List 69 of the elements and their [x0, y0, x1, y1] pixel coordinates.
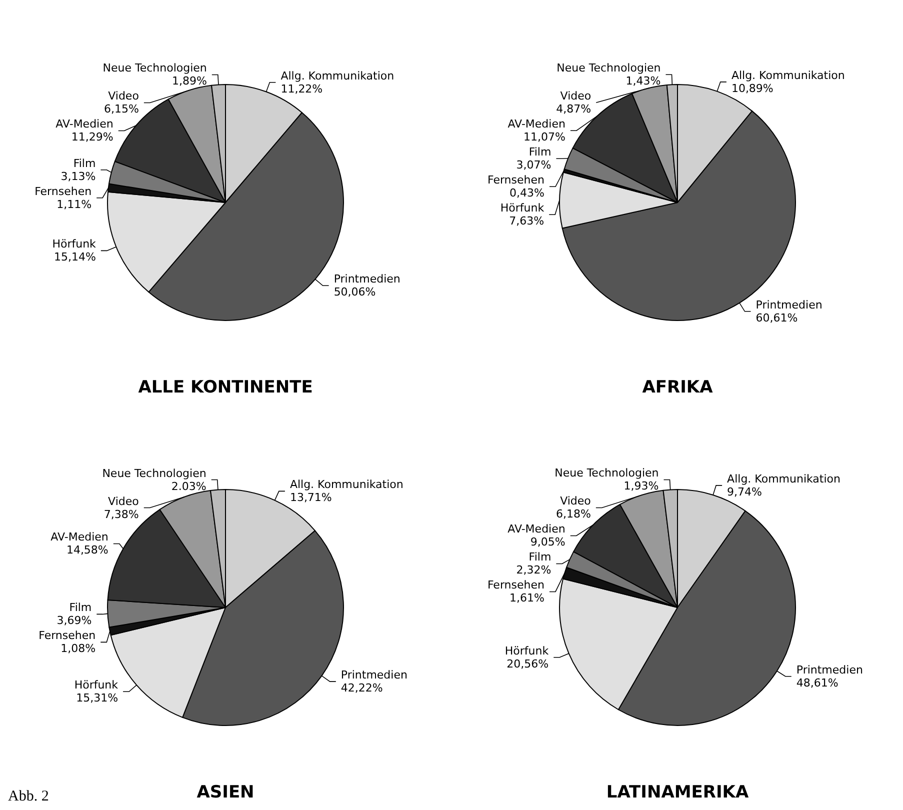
- data-label: 13,71%: [290, 491, 332, 504]
- data-label: 11,07%: [524, 130, 566, 144]
- data-label: 0,43%: [510, 186, 544, 200]
- slice-label: Film: [528, 550, 552, 564]
- slice-label: Allg. Kommunikation: [731, 68, 845, 82]
- data-label: 1,61%: [510, 592, 544, 605]
- data-label: 14,58%: [66, 544, 108, 557]
- slice-label: Hörfunk: [500, 202, 545, 215]
- slice-label: Fernsehen: [487, 578, 544, 592]
- slice-label: Fernsehen: [34, 184, 92, 198]
- data-label: 2,32%: [516, 564, 552, 577]
- slice-label: Printmedien: [334, 272, 400, 286]
- slice-label: Video: [108, 494, 140, 508]
- data-label: 9,05%: [530, 536, 566, 549]
- data-label: 2.03%: [171, 480, 206, 493]
- data-label: 7,38%: [104, 508, 139, 521]
- data-label: 20,56%: [506, 657, 549, 670]
- slice-label: Printmedien: [796, 663, 863, 676]
- data-label: 3,69%: [56, 614, 92, 628]
- data-label: 3,13%: [60, 170, 96, 183]
- data-label: 48,61%: [796, 676, 838, 690]
- data-label: 42,22%: [340, 682, 383, 695]
- slice-label: Hörfunk: [74, 678, 119, 692]
- data-label: 60,61%: [756, 311, 798, 324]
- data-label: 15,31%: [76, 692, 118, 705]
- data-label: 1,89%: [172, 74, 207, 88]
- slice-label: AV-Medien: [508, 522, 566, 536]
- data-label: 10,89%: [731, 82, 774, 95]
- data-label: 7,63%: [509, 214, 544, 228]
- slice-label: AV-Medien: [508, 118, 566, 131]
- data-label: 1,93%: [624, 480, 659, 493]
- slice-label: Fernsehen: [38, 629, 96, 642]
- slice-label: Neue Technologien: [102, 466, 206, 480]
- data-label: 3,07%: [516, 158, 552, 172]
- slice-label: AV-Medien: [50, 530, 108, 544]
- slice-label: Film: [528, 146, 552, 159]
- slice-label: Neue Technologien: [102, 62, 207, 75]
- data-label: 6,18%: [556, 508, 591, 521]
- data-label: 9,74%: [727, 485, 762, 498]
- slice-label: Hörfunk: [52, 238, 97, 251]
- slice-label: Hörfunk: [504, 644, 550, 658]
- text: ASIEN: [196, 782, 254, 802]
- slice-label: Video: [560, 90, 592, 103]
- slice-label: Neue Technologien: [554, 466, 659, 480]
- slice-label: Allg. Kommunikation: [280, 69, 394, 82]
- data-label: 6,15%: [104, 102, 139, 116]
- text: ALLE KONTINENTE: [138, 378, 313, 398]
- slice-label: Allg. Kommunikation: [290, 478, 404, 492]
- data-label: 4,87%: [556, 102, 592, 116]
- slice-label: Printmedien: [340, 668, 408, 682]
- slice-label: Printmedien: [756, 298, 822, 312]
- data-label: 50,06%: [334, 286, 376, 299]
- text: AFRIKA: [642, 378, 714, 398]
- text: LATINAMERIKA: [606, 782, 750, 802]
- data-label: 11,22%: [280, 82, 323, 96]
- slice-label: AV-Medien: [56, 118, 114, 131]
- data-label: 15,14%: [54, 250, 96, 264]
- slice-label: Allg. Kommunikation: [727, 472, 841, 486]
- slice-label: Film: [73, 156, 96, 170]
- data-label: 11,29%: [71, 130, 114, 144]
- slice-label: Video: [560, 494, 592, 508]
- slice-label: Fernsehen: [487, 174, 544, 187]
- data-label: 1,43%: [626, 74, 661, 88]
- data-label: 1,08%: [60, 642, 96, 656]
- slice-label: Video: [108, 90, 140, 103]
- caption: Abb. 2: [8, 788, 49, 804]
- data-label: 1,11%: [56, 198, 92, 211]
- slice-label: Neue Technologien: [556, 62, 661, 75]
- slice-label: Film: [69, 601, 92, 614]
